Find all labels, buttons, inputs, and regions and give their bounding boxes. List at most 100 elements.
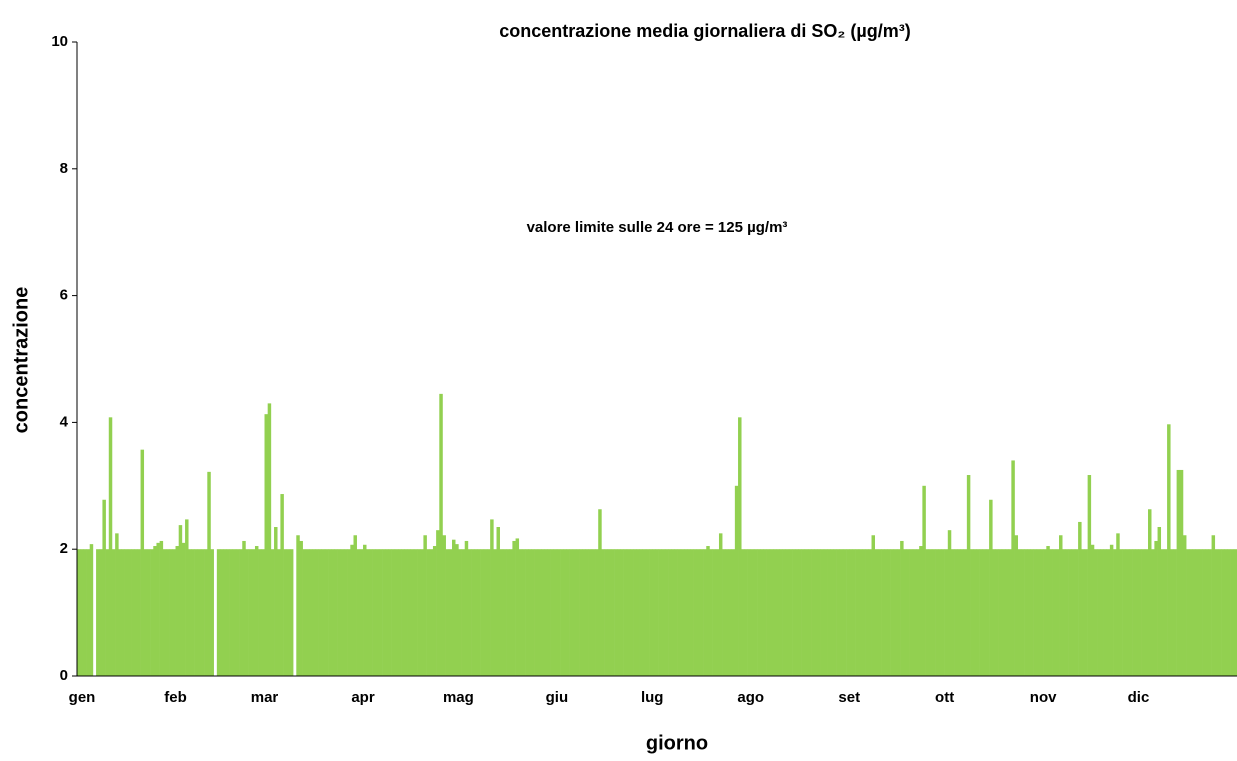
- bar: [1132, 549, 1136, 676]
- bar: [614, 549, 618, 676]
- bar: [280, 494, 284, 676]
- bar: [413, 549, 418, 676]
- bar: [486, 549, 491, 676]
- bar: [448, 549, 453, 676]
- bar: [385, 549, 389, 676]
- bar: [842, 549, 847, 676]
- bar: [874, 549, 879, 676]
- bar: [235, 549, 240, 676]
- bar: [550, 549, 555, 676]
- bar: [566, 549, 570, 676]
- bar: [1052, 549, 1057, 676]
- bar: [223, 549, 227, 676]
- bar: [289, 549, 294, 676]
- bar: [982, 549, 987, 676]
- bar: [493, 549, 497, 676]
- bar: [664, 549, 669, 676]
- bar: [782, 549, 787, 676]
- bar: [1176, 469, 1181, 676]
- bar: [569, 549, 574, 676]
- bar: [531, 549, 535, 676]
- bar: [343, 549, 348, 676]
- bar: [776, 549, 780, 676]
- bar: [925, 549, 930, 676]
- bar: [944, 549, 949, 676]
- bar: [877, 549, 882, 676]
- bar: [788, 549, 793, 676]
- y-tick-label: 10: [51, 33, 68, 50]
- bar: [388, 549, 392, 676]
- bar: [181, 542, 186, 676]
- bar: [890, 549, 895, 676]
- bar: [258, 549, 262, 676]
- bar: [966, 475, 971, 676]
- bar: [763, 549, 767, 676]
- x-tick-label: set: [838, 689, 860, 706]
- bar: [1046, 546, 1050, 676]
- bar: [1074, 549, 1079, 676]
- bar: [582, 549, 586, 676]
- bar: [912, 549, 917, 676]
- bar: [146, 549, 151, 676]
- bar: [321, 549, 326, 676]
- bar: [598, 509, 602, 676]
- bar: [893, 549, 898, 676]
- bar: [798, 549, 802, 676]
- bar: [270, 549, 275, 676]
- bar: [703, 549, 707, 676]
- bar: [715, 549, 720, 676]
- bar: [461, 549, 466, 676]
- bar: [1068, 549, 1073, 676]
- bar: [649, 549, 653, 676]
- bar: [1081, 549, 1085, 676]
- bar: [159, 540, 164, 676]
- bar: [760, 549, 764, 676]
- bar: [792, 549, 796, 676]
- bar: [318, 549, 323, 676]
- bar: [1141, 549, 1146, 676]
- bar: [731, 549, 736, 676]
- bar: [661, 549, 666, 676]
- bar: [960, 549, 964, 676]
- bar: [417, 549, 421, 676]
- bar: [1138, 549, 1142, 676]
- bar: [1128, 549, 1133, 676]
- bar: [1109, 544, 1114, 676]
- bar: [734, 485, 739, 676]
- bar: [210, 549, 214, 676]
- bar: [337, 549, 342, 676]
- bar: [391, 549, 396, 676]
- bar: [464, 540, 469, 676]
- bar: [814, 549, 818, 676]
- bar: [1157, 527, 1162, 676]
- bar: [1144, 549, 1149, 676]
- bar: [1078, 521, 1082, 676]
- bar: [881, 549, 885, 676]
- bar: [197, 549, 202, 676]
- bar: [407, 549, 411, 676]
- bar: [200, 549, 205, 676]
- bar: [709, 549, 713, 676]
- bar: [1011, 460, 1015, 676]
- bar: [302, 549, 307, 676]
- bar: [1192, 549, 1196, 676]
- bar: [274, 527, 278, 676]
- bar: [671, 549, 675, 676]
- bar: [1030, 549, 1034, 676]
- bar: [652, 549, 656, 676]
- bar: [1059, 535, 1063, 676]
- bar: [855, 549, 860, 676]
- bar: [1205, 549, 1209, 676]
- bar: [541, 549, 545, 676]
- bar: [89, 544, 94, 676]
- bar: [334, 549, 338, 676]
- bar: [331, 549, 335, 676]
- bar: [973, 549, 977, 676]
- bar: [137, 549, 141, 676]
- bar: [1154, 540, 1158, 676]
- bar: [1151, 549, 1155, 676]
- bar: [1224, 549, 1228, 676]
- bar: [979, 549, 984, 676]
- bar: [887, 549, 891, 676]
- bar: [169, 549, 173, 676]
